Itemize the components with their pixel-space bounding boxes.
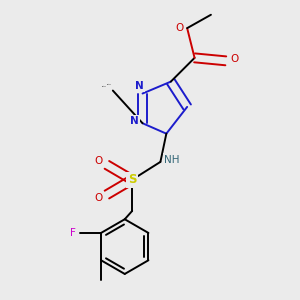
Text: F: F <box>70 228 76 238</box>
Text: O: O <box>94 193 103 202</box>
Text: methyl: methyl <box>101 85 106 87</box>
Text: O: O <box>176 23 184 33</box>
Text: N: N <box>130 116 139 126</box>
Text: N: N <box>135 81 144 91</box>
Text: S: S <box>128 173 136 186</box>
Text: O: O <box>94 156 103 166</box>
Text: O: O <box>231 54 239 64</box>
Text: methyl: methyl <box>107 84 112 85</box>
Text: NH: NH <box>164 154 179 164</box>
